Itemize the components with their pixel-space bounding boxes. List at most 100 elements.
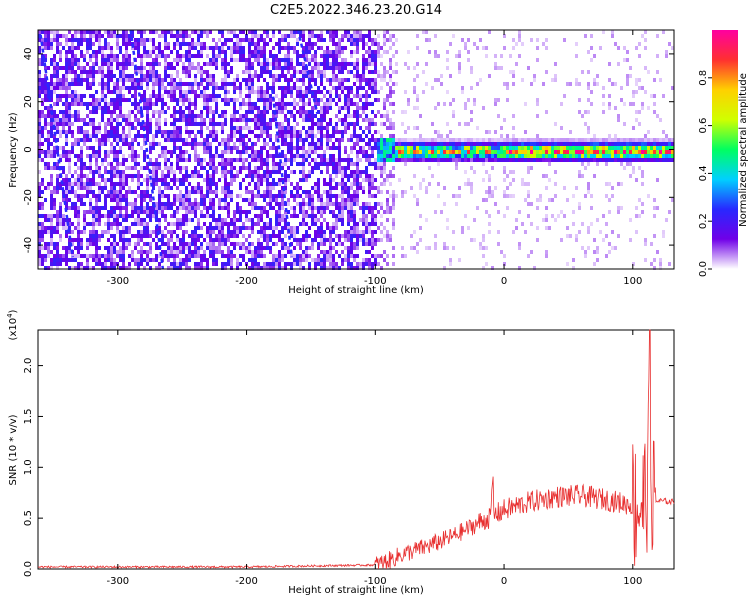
heatmap-cell [188, 34, 191, 38]
heatmap-cell [173, 106, 176, 110]
heatmap-cell [347, 106, 350, 110]
heatmap-cell [170, 86, 173, 90]
heatmap-cell [98, 214, 101, 218]
heatmap-cell [266, 234, 269, 238]
heatmap-cell [353, 258, 356, 262]
heatmap-cell [197, 38, 200, 42]
heatmap-cell [104, 150, 107, 154]
heatmap-cell [179, 34, 182, 38]
heatmap-cell [320, 114, 323, 118]
heatmap-cell [413, 246, 416, 250]
heatmap-cell [161, 82, 164, 86]
heatmap-cell [125, 266, 128, 270]
heatmap-cell [215, 94, 218, 98]
heatmap-cell [137, 70, 140, 74]
heatmap-cell [434, 242, 437, 246]
heatmap-cell [251, 266, 254, 270]
heatmap-cell [248, 70, 251, 74]
heatmap-cell [452, 146, 455, 150]
heatmap-cell [386, 70, 389, 74]
heatmap-cell [365, 250, 368, 254]
heatmap-cell [392, 54, 395, 58]
heatmap-cell [110, 54, 113, 58]
heatmap-cell [374, 162, 377, 166]
heatmap-cell [275, 146, 278, 150]
heatmap-cell [359, 98, 362, 102]
heatmap-cell [47, 134, 50, 138]
heatmap-cell [38, 58, 41, 62]
heatmap-cell [455, 138, 458, 142]
heatmap-cell [74, 190, 77, 194]
heatmap-cell [179, 82, 182, 86]
heatmap-cell [254, 142, 257, 146]
heatmap-cell [80, 38, 83, 42]
heatmap-cell [50, 74, 53, 78]
heatmap-cell [143, 154, 146, 158]
heatmap-cell [98, 170, 101, 174]
heatmap-cell [233, 226, 236, 230]
heatmap-cell [176, 74, 179, 78]
heatmap-cell [170, 206, 173, 210]
heatmap-cell [182, 158, 185, 162]
heatmap-cell [194, 266, 197, 270]
heatmap-cell [113, 222, 116, 226]
heatmap-cell [68, 86, 71, 90]
heatmap-cell [257, 214, 260, 218]
heatmap-cell [140, 198, 143, 202]
heatmap-cell [269, 226, 272, 230]
heatmap-cell [467, 158, 470, 162]
heatmap-cell [59, 42, 62, 46]
heatmap-cell [254, 46, 257, 50]
heatmap-cell [47, 250, 50, 254]
heatmap-cell [287, 250, 290, 254]
heatmap-cell [329, 38, 332, 42]
heatmap-cell [401, 146, 404, 150]
heatmap-cell [281, 254, 284, 258]
heatmap-cell [371, 42, 374, 46]
heatmap-cell [110, 170, 113, 174]
heatmap-cell [119, 202, 122, 206]
heatmap-cell [128, 34, 131, 38]
heatmap-cell [92, 174, 95, 178]
heatmap-cell [185, 82, 188, 86]
heatmap-cell [50, 166, 53, 170]
heatmap-cell [362, 234, 365, 238]
heatmap-cell [368, 58, 371, 62]
heatmap-cell [272, 226, 275, 230]
heatmap-cell [344, 198, 347, 202]
heatmap-cell [257, 58, 260, 62]
heatmap-cell [80, 146, 83, 150]
heatmap-cell [260, 46, 263, 50]
heatmap-cell [365, 126, 368, 130]
heatmap-cell [239, 246, 242, 250]
heatmap-cell [158, 266, 161, 270]
heatmap-cell [275, 154, 278, 158]
heatmap-cell [83, 202, 86, 206]
heatmap-cell [218, 94, 221, 98]
heatmap-cell [200, 118, 203, 122]
heatmap-cell [209, 122, 212, 126]
heatmap-cell [329, 202, 332, 206]
heatmap-cell [314, 94, 317, 98]
heatmap-cell [320, 134, 323, 138]
heatmap-cell [98, 254, 101, 258]
heatmap-cell [230, 30, 233, 34]
heatmap-cell [347, 94, 350, 98]
heatmap-cell [251, 194, 254, 198]
heatmap-cell [194, 94, 197, 98]
heatmap-cell [38, 30, 41, 34]
heatmap-cell [302, 82, 305, 86]
heatmap-cell [302, 254, 305, 258]
heatmap-cell [323, 62, 326, 66]
heatmap-cell [62, 66, 65, 70]
heatmap-cell [248, 102, 251, 106]
heatmap-cell [95, 98, 98, 102]
heatmap-cell [83, 254, 86, 258]
heatmap-cell [164, 218, 167, 222]
heatmap-cell [185, 202, 188, 206]
heatmap-cell [113, 234, 116, 238]
heatmap-cell [47, 138, 50, 142]
heatmap-cell [164, 158, 167, 162]
heatmap-cell [389, 66, 392, 70]
heatmap-cell [284, 90, 287, 94]
